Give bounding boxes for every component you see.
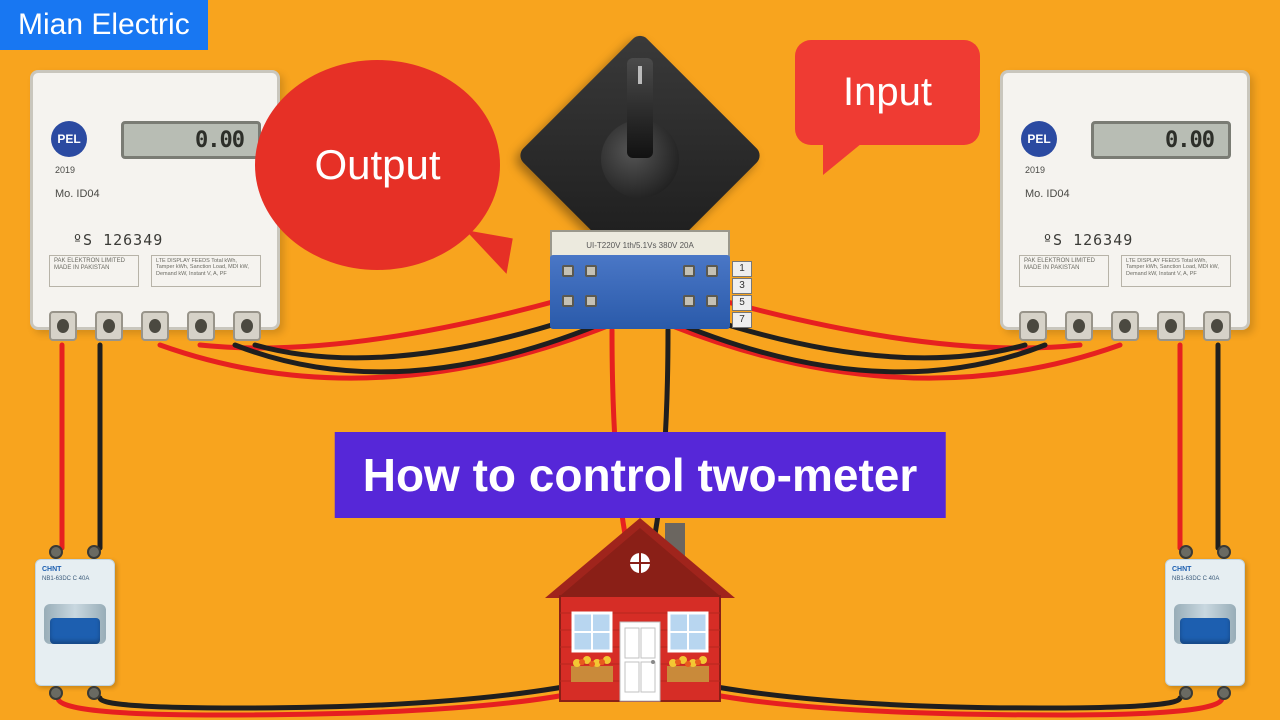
terminal: [1111, 311, 1139, 341]
terminal: [1065, 311, 1093, 341]
meter-lcd: 0.00: [1091, 121, 1231, 159]
energy-meter-left: PEL 0.00 2019 Mo. ID04 ºS 126349 PAK ELE…: [30, 70, 280, 330]
switch-body: 1 3 5 7: [550, 255, 730, 329]
breaker-terminal: [1179, 686, 1193, 700]
breaker-toggle: [1180, 618, 1230, 644]
terminal: [141, 311, 169, 341]
switch-screw: [585, 265, 597, 277]
switch-screw: [585, 295, 597, 307]
breaker-body: CHNT NB1-63DC C 40A: [35, 559, 115, 686]
terminal: [187, 311, 215, 341]
meter-year: 2019: [1025, 165, 1045, 175]
meter-year: 2019: [55, 165, 75, 175]
switch-screw: [562, 295, 574, 307]
terminal-number: 5: [732, 295, 752, 311]
circuit-breaker-right: CHNT NB1-63DC C 40A: [1165, 545, 1245, 700]
meter-id: Mo. ID04: [1025, 188, 1070, 200]
terminal: [1157, 311, 1185, 341]
switch-handle-icon: [627, 58, 653, 158]
meter-brand-block: PAK ELEKTRON LIMITED MADE IN PAKISTAN: [49, 255, 139, 287]
meter-serial: ºS 126349: [1043, 231, 1133, 249]
house-icon: [535, 518, 745, 708]
terminal: [95, 311, 123, 341]
energy-meter-right: PEL 0.00 2019 Mo. ID04 ºS 126349 PAK ELE…: [1000, 70, 1250, 330]
terminal: [233, 311, 261, 341]
switch-screw: [706, 265, 718, 277]
breaker-model: NB1-63DC C 40A: [42, 576, 89, 582]
breaker-brand: CHNT: [1172, 566, 1191, 573]
terminal-number: 1: [732, 261, 752, 277]
breaker-terminal: [49, 545, 63, 559]
meter-terminals: [43, 311, 267, 345]
meter-terminals: [1013, 311, 1237, 345]
switch-screw: [706, 295, 718, 307]
meter-logo: PEL: [1021, 121, 1057, 157]
switch-screw: [562, 265, 574, 277]
meter-lcd: 0.00: [121, 121, 261, 159]
breaker-body: CHNT NB1-63DC C 40A: [1165, 559, 1245, 686]
meter-type-block: LTE DISPLAY FEEDS Total kWh, Tamper kWh,…: [151, 255, 261, 287]
breaker-brand: CHNT: [42, 566, 61, 573]
terminal: [1019, 311, 1047, 341]
brand-text: Mian Electric: [18, 8, 190, 41]
meter-logo: PEL: [51, 121, 87, 157]
rotary-changeover-switch: UI-T220V 1th/5.1Vs 380V 20A 1 3 5 7: [505, 50, 775, 320]
title-banner: How to control two-meter: [335, 432, 946, 518]
terminal-number: 3: [732, 278, 752, 294]
output-label: Output: [314, 141, 440, 189]
input-callout: Input: [795, 40, 980, 145]
breaker-toggle: [50, 618, 100, 644]
meter-brand-block: PAK ELEKTRON LIMITED MADE IN PAKISTAN: [1019, 255, 1109, 287]
meter-id: Mo. ID04: [55, 188, 100, 200]
breaker-terminal: [49, 686, 63, 700]
breaker-terminal: [87, 686, 101, 700]
brand-badge: Mian Electric: [0, 0, 208, 50]
terminal: [49, 311, 77, 341]
switch-screw: [683, 295, 695, 307]
terminal: [1203, 311, 1231, 341]
switch-terminal-numbers: 1 3 5 7: [732, 261, 752, 328]
terminal-number: 7: [732, 312, 752, 328]
meter-type-block: LTE DISPLAY FEEDS Total kWh, Tamper kWh,…: [1121, 255, 1231, 287]
breaker-terminal: [1217, 686, 1231, 700]
output-callout: Output: [255, 60, 500, 270]
switch-screw: [683, 265, 695, 277]
breaker-terminal: [1179, 545, 1193, 559]
breaker-terminal: [87, 545, 101, 559]
input-label: Input: [843, 70, 932, 115]
title-text: How to control two-meter: [363, 449, 918, 501]
breaker-model: NB1-63DC C 40A: [1172, 576, 1219, 582]
breaker-terminal: [1217, 545, 1231, 559]
meter-serial: ºS 126349: [73, 231, 163, 249]
circuit-breaker-left: CHNT NB1-63DC C 40A: [35, 545, 115, 700]
